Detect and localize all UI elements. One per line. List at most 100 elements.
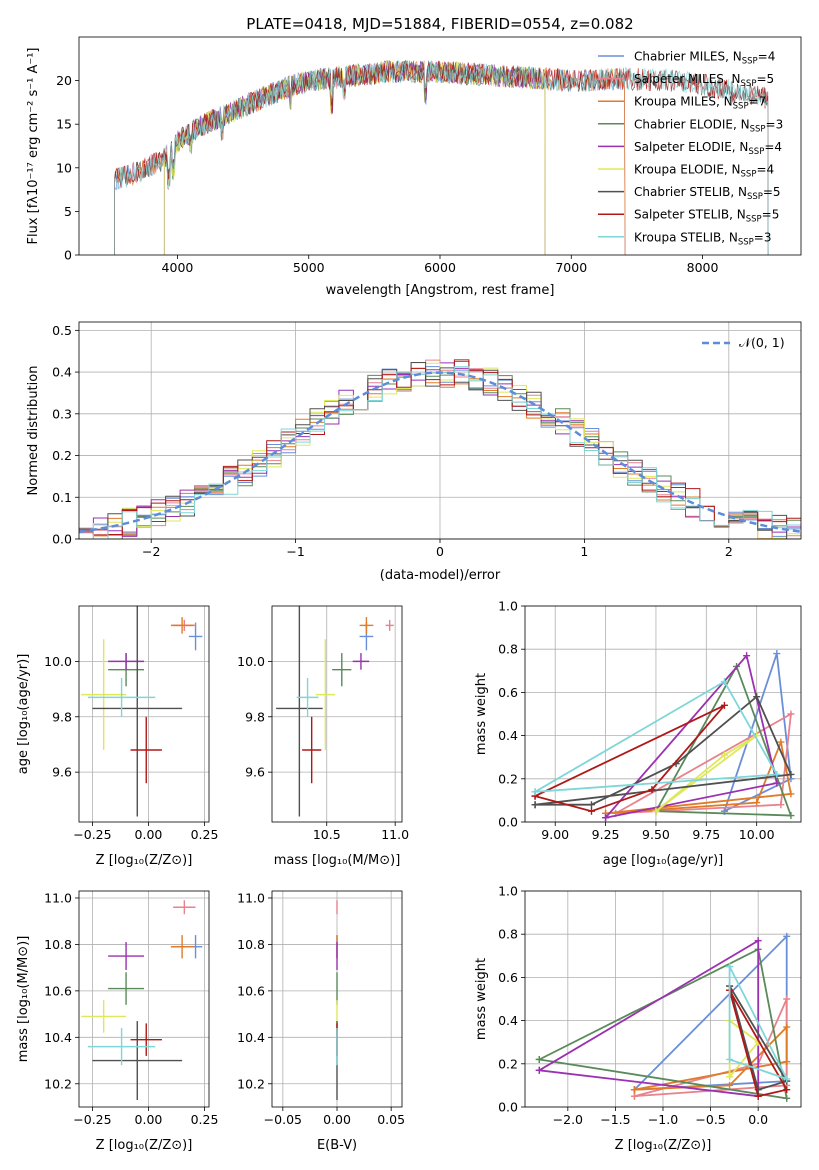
y-tick-label: 10.2 [44,1076,72,1091]
panel-weight-vs-age: 9.00 9.25 9.50 9.75 10.00 0.0 0.2 0.4 0.6 0.8 1.0 a… [474,599,802,868]
y-tick-label: 0.3 [52,406,72,421]
legend-name: Kroupa MILES, N [634,95,733,109]
x-tick-label: 2 [725,544,733,559]
x-tick-label: −2.0 [553,1112,583,1127]
x-axis-label: Z [log₁₀(Z/Z⊙)] [96,1138,193,1153]
weight-marker [783,932,791,940]
panel-mass-vs-Z: −0.25 0.00 0.25 10.2 10.4 10.6 10.8 11.0 Z [log₁… [16,890,218,1153]
y-tick-label: 0.2 [52,448,72,463]
weight-marker [783,1058,791,1066]
panel-spectrum: 4000 5000 6000 7000 8000 0 5 10 15 20 wavelength [… [26,36,802,298]
y-axis-label: mass [log₁₀(M/M⊙)] [16,936,31,1063]
weight-marker [720,751,728,759]
legend-value: =3 [766,117,784,131]
weight-marker [773,770,781,778]
x-tick-label: −0.5 [695,1112,725,1127]
x-tick-label: 9.50 [642,827,670,842]
x-tick-label: 11.0 [381,827,409,842]
axes-frame [78,605,210,823]
y-tick-label: 0.0 [498,815,518,830]
weight-marker [754,1092,762,1100]
x-tick-label: 8000 [687,260,719,275]
histogram-step [79,359,801,536]
x-tick-label: 9.75 [692,827,720,842]
x-tick-label: −1.5 [600,1112,630,1127]
x-axis-label: mass [log₁₀(M/M⊙)] [274,853,401,868]
x-tick-label: −1.0 [648,1112,678,1127]
weight-line [723,653,792,813]
legend-subscript: SSP [738,237,754,247]
y-tick-label: 10.6 [44,983,72,998]
y-axis-label: age [log₁₀(age/yr)] [16,654,31,775]
y-tick-label: 10.8 [44,937,72,952]
weight-line [728,989,789,1098]
panel-residuals: −2 −1 0 1 2 0.0 0.1 0.2 0.3 0.4 0.5 (data-model)/er… [26,321,802,583]
y-tick-label: 0.6 [498,685,518,700]
x-axis-label: Z [log₁₀(Z/Z⊙)] [615,1138,712,1153]
y-tick-label: 11.0 [237,890,265,905]
weight-line [655,734,758,812]
plot-area [276,606,394,817]
y-tick-label: 1.0 [498,599,518,614]
x-tick-label: 0.25 [191,1112,219,1127]
weight-marker [783,1086,791,1094]
weight-marker [720,701,728,709]
legend-subscript: SSP [750,124,766,134]
weight-marker [630,1092,638,1100]
weight-marker [652,807,660,815]
y-tick-label: 9.6 [52,765,72,780]
weight-marker [535,1055,543,1063]
y-axis-label: Flux [fλ10⁻¹⁷ erg cm⁻² s⁻¹ A⁻¹] [26,48,41,245]
y-tick-label: 0.5 [52,323,72,338]
legend-entry: Kroupa MILES, NSSP=7 [634,95,766,112]
x-axis-label: wavelength [Angstrom, rest frame] [326,283,555,298]
legend-name: Chabrier STELIB, N [634,185,747,199]
legend-entry: Chabrier ELODIE, NSSP=3 [634,117,783,134]
legend-entry: Chabrier MILES, NSSP=4 [634,50,775,67]
legend-value: =4 [756,163,774,177]
legend-value: =7 [749,95,767,109]
legend-value: =5 [756,72,774,86]
legend-value: =3 [754,230,772,244]
weight-marker [777,801,785,809]
weight-marker [753,799,761,807]
y-tick-label: 20 [56,73,72,88]
panel-weight-vs-Z: −2.0 −1.5 −1.0 −0.5 0.0 0.0 0.2 0.4 0.6 0.8 1.0 Z [… [474,884,802,1153]
x-tick-label: −1 [286,544,304,559]
legend-entry: Chabrier STELIB, NSSP=5 [634,185,781,202]
y-tick-label: 0.4 [52,365,72,380]
legend-subscript: SSP [748,147,764,157]
x-tick-label: 1 [580,544,588,559]
panel-age-vs-mass: 10.5 11.0 9.6 9.8 10.0 mass [log₁₀(M/M⊙)] [237,605,409,868]
weight-line [728,966,789,1081]
legend-entry: Kroupa STELIB, NSSP=3 [634,230,772,247]
weight-line [604,653,778,819]
y-tick-label: 0.2 [498,1056,518,1071]
x-tick-label: 5000 [293,260,325,275]
y-tick-label: 10.6 [237,983,265,998]
y-tick-label: 10.0 [44,654,72,669]
y-tick-label: 0.0 [52,532,72,547]
spectrum-line [114,60,769,255]
x-tick-label: 9.00 [541,827,569,842]
y-tick-label: 0.2 [498,771,518,786]
y-tick-label: 10.0 [237,654,265,669]
weight-marker [783,1094,791,1102]
weight-marker [587,807,595,815]
legend-entry: Salpeter STELIB, NSSP=5 [634,208,779,225]
x-tick-label: 10.5 [313,827,341,842]
weight-marker [787,790,795,798]
legend-entry: 𝒩(0, 1) [739,335,785,350]
y-axis-label: mass weight [474,673,489,755]
y-tick-label: 15 [56,117,72,132]
weight-line [534,695,793,806]
x-tick-label: −0.05 [264,1112,302,1127]
x-axis-label: (data-model)/error [380,568,501,583]
y-tick-label: 10 [56,160,72,175]
weight-marker [787,710,795,718]
legend-name: Chabrier MILES, N [634,50,742,64]
weight-line [534,680,779,793]
weight-marker [535,1066,543,1074]
